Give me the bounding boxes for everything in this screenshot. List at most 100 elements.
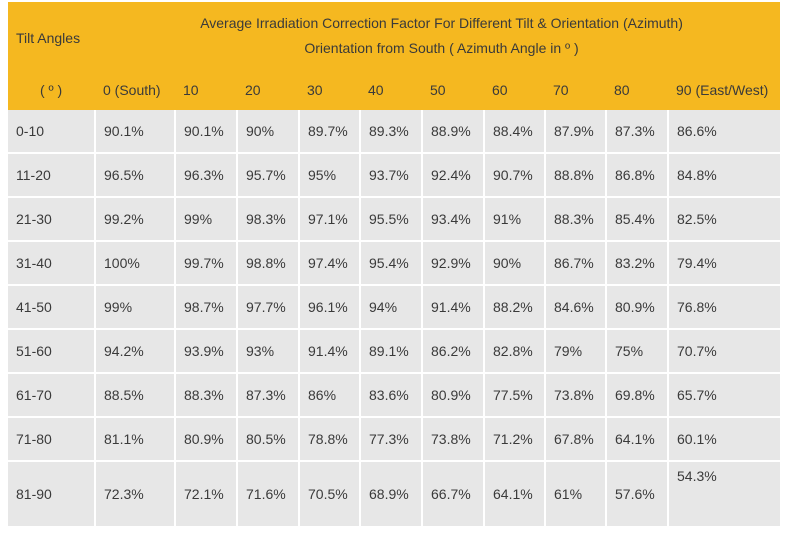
value-cell: 98.8%: [237, 241, 300, 286]
value-cell: 68.9%: [360, 461, 423, 528]
tilt-angles-header: Tilt Angles: [8, 2, 95, 70]
value-cell: 89.7%: [299, 110, 361, 154]
value-cell: 70.5%: [299, 461, 361, 528]
value-cell: 85.4%: [606, 197, 669, 242]
value-cell: 98.7%: [175, 285, 238, 330]
table-body: 0-10 90.1% 90.1% 90% 89.7% 89.3% 88.9% 88.4% 87.…: [8, 110, 781, 528]
value-cell: 94.2%: [95, 329, 176, 374]
value-cell: 100%: [95, 241, 176, 286]
value-cell: 84.6%: [545, 285, 607, 330]
value-cell: 75%: [606, 329, 669, 374]
table-row: 31-40 100% 99.7% 98.8% 97.4% 95.4% 92.9% 90% 86.…: [8, 241, 781, 286]
value-cell: 92.9%: [422, 241, 485, 286]
value-cell: 96.5%: [95, 153, 176, 198]
value-cell: 98.3%: [237, 197, 300, 242]
value-cell: 86%: [299, 373, 361, 418]
value-cell: 93%: [237, 329, 300, 374]
value-cell: 94%: [360, 285, 423, 330]
value-cell: 77.3%: [360, 417, 423, 462]
value-cell: 88.3%: [545, 197, 607, 242]
value-cell: 91.4%: [299, 329, 361, 374]
tilt-range-cell: 61-70: [8, 373, 96, 418]
table-row: 71-80 81.1% 80.9% 80.5% 78.8% 77.3% 73.8% 71.2%…: [8, 417, 781, 462]
value-cell: 81.1%: [95, 417, 176, 462]
value-cell: 64.1%: [606, 417, 669, 462]
table-row: 81-90 72.3% 72.1% 71.6% 70.5% 68.9% 66.7% 64.1%…: [8, 461, 781, 528]
value-cell: 88.3%: [175, 373, 238, 418]
value-cell: 67.8%: [545, 417, 607, 462]
value-cell: 79%: [545, 329, 607, 374]
table-row: 61-70 88.5% 88.3% 87.3% 86% 83.6% 80.9% 77.5% 73…: [8, 373, 781, 418]
value-cell: 72.1%: [175, 461, 238, 528]
value-cell: 66.7%: [422, 461, 485, 528]
table-title-line2: Orientation from South ( Azimuth Angle i…: [304, 40, 579, 56]
value-cell: 80.9%: [422, 373, 485, 418]
column-header: 70: [545, 70, 606, 110]
value-cell: 92.4%: [422, 153, 485, 198]
tilt-range-cell: 41-50: [8, 285, 96, 330]
tilt-range-cell: 21-30: [8, 197, 96, 242]
column-header: 0 (South): [95, 70, 175, 110]
value-cell: 72.3%: [95, 461, 176, 528]
value-cell: 99.2%: [95, 197, 176, 242]
value-cell: 82.5%: [668, 197, 781, 242]
value-cell: 88.8%: [545, 153, 607, 198]
column-header: 80: [606, 70, 668, 110]
value-cell: 83.6%: [360, 373, 423, 418]
value-cell: 70.7%: [668, 329, 781, 374]
value-cell: 86.2%: [422, 329, 485, 374]
value-cell: 97.7%: [237, 285, 300, 330]
value-cell: 88.5%: [95, 373, 176, 418]
value-cell: 90%: [237, 110, 300, 154]
value-cell: 90.1%: [175, 110, 238, 154]
table-row: 21-30 99.2% 99% 98.3% 97.1% 95.5% 93.4% 91% 88.3…: [8, 197, 781, 242]
tilt-range-cell: 81-90: [8, 461, 96, 528]
value-cell: 89.3%: [360, 110, 423, 154]
column-header: 60: [484, 70, 545, 110]
value-cell: 99%: [175, 197, 238, 242]
value-cell: 87.3%: [237, 373, 300, 418]
value-cell: 87.3%: [606, 110, 669, 154]
value-cell: 93.7%: [360, 153, 423, 198]
value-cell: 80.5%: [237, 417, 300, 462]
value-cell: 65.7%: [668, 373, 781, 418]
value-cell: 90.1%: [95, 110, 176, 154]
column-header-row: ( º ) 0 (South) 10 20 30 40 50 60 70 80 90 (East/…: [8, 70, 781, 110]
column-header: 40: [360, 70, 422, 110]
value-cell: 80.9%: [175, 417, 238, 462]
value-cell: 54.3%: [668, 461, 781, 528]
value-cell: 57.6%: [606, 461, 669, 528]
column-header: 90 (East/West): [668, 70, 781, 110]
value-cell: 69.8%: [606, 373, 669, 418]
value-cell: 79.4%: [668, 241, 781, 286]
tilt-range-cell: 0-10: [8, 110, 96, 154]
value-cell: 82.8%: [484, 329, 546, 374]
irradiation-correction-table: Tilt Angles Average Irradiation Correcti…: [8, 2, 781, 528]
value-cell: 88.9%: [422, 110, 485, 154]
value-cell: 93.9%: [175, 329, 238, 374]
value-cell: 88.2%: [484, 285, 546, 330]
value-cell: 91%: [484, 197, 546, 242]
column-header: 50: [422, 70, 484, 110]
value-cell: 73.8%: [422, 417, 485, 462]
value-cell: 77.5%: [484, 373, 546, 418]
table-title-line1: Average Irradiation Correction Factor Fo…: [200, 15, 683, 31]
table-row: 11-20 96.5% 96.3% 95.7% 95% 93.7% 92.4% 90.7% 88…: [8, 153, 781, 198]
table-title: Average Irradiation Correction Factor Fo…: [95, 2, 781, 70]
value-cell: 89.1%: [360, 329, 423, 374]
table-row: 41-50 99% 98.7% 97.7% 96.1% 94% 91.4% 88.2% 84.6…: [8, 285, 781, 330]
value-cell: 87.9%: [545, 110, 607, 154]
value-cell: 95.7%: [237, 153, 300, 198]
tilt-range-cell: 71-80: [8, 417, 96, 462]
value-cell: 83.2%: [606, 241, 669, 286]
table-row: 0-10 90.1% 90.1% 90% 89.7% 89.3% 88.9% 88.4% 87.…: [8, 110, 781, 154]
value-cell: 91.4%: [422, 285, 485, 330]
value-cell: 73.8%: [545, 373, 607, 418]
value-cell: 60.1%: [668, 417, 781, 462]
tilt-range-cell: 11-20: [8, 153, 96, 198]
value-cell: 96.3%: [175, 153, 238, 198]
value-cell: 86.6%: [668, 110, 781, 154]
value-cell: 76.8%: [668, 285, 781, 330]
table-header: Tilt Angles Average Irradiation Correcti…: [8, 2, 781, 110]
value-cell: 64.1%: [484, 461, 546, 528]
